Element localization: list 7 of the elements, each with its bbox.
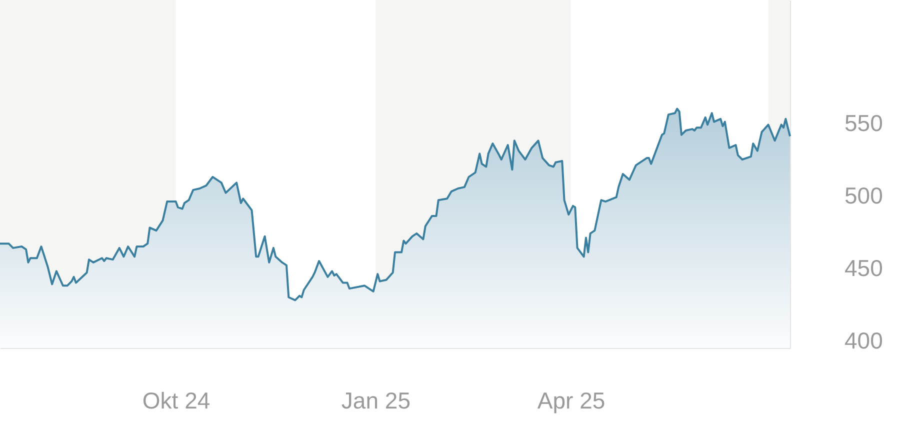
y-tick-label: 550 (844, 110, 883, 136)
x-tick-label: Okt 24 (142, 388, 210, 414)
x-tick-label: Jan 25 (341, 388, 410, 414)
y-tick-label: 450 (844, 254, 883, 281)
x-tick-label: Apr 25 (537, 388, 606, 414)
y-tick-label: 400 (844, 327, 883, 354)
y-tick-label: 500 (844, 182, 883, 208)
